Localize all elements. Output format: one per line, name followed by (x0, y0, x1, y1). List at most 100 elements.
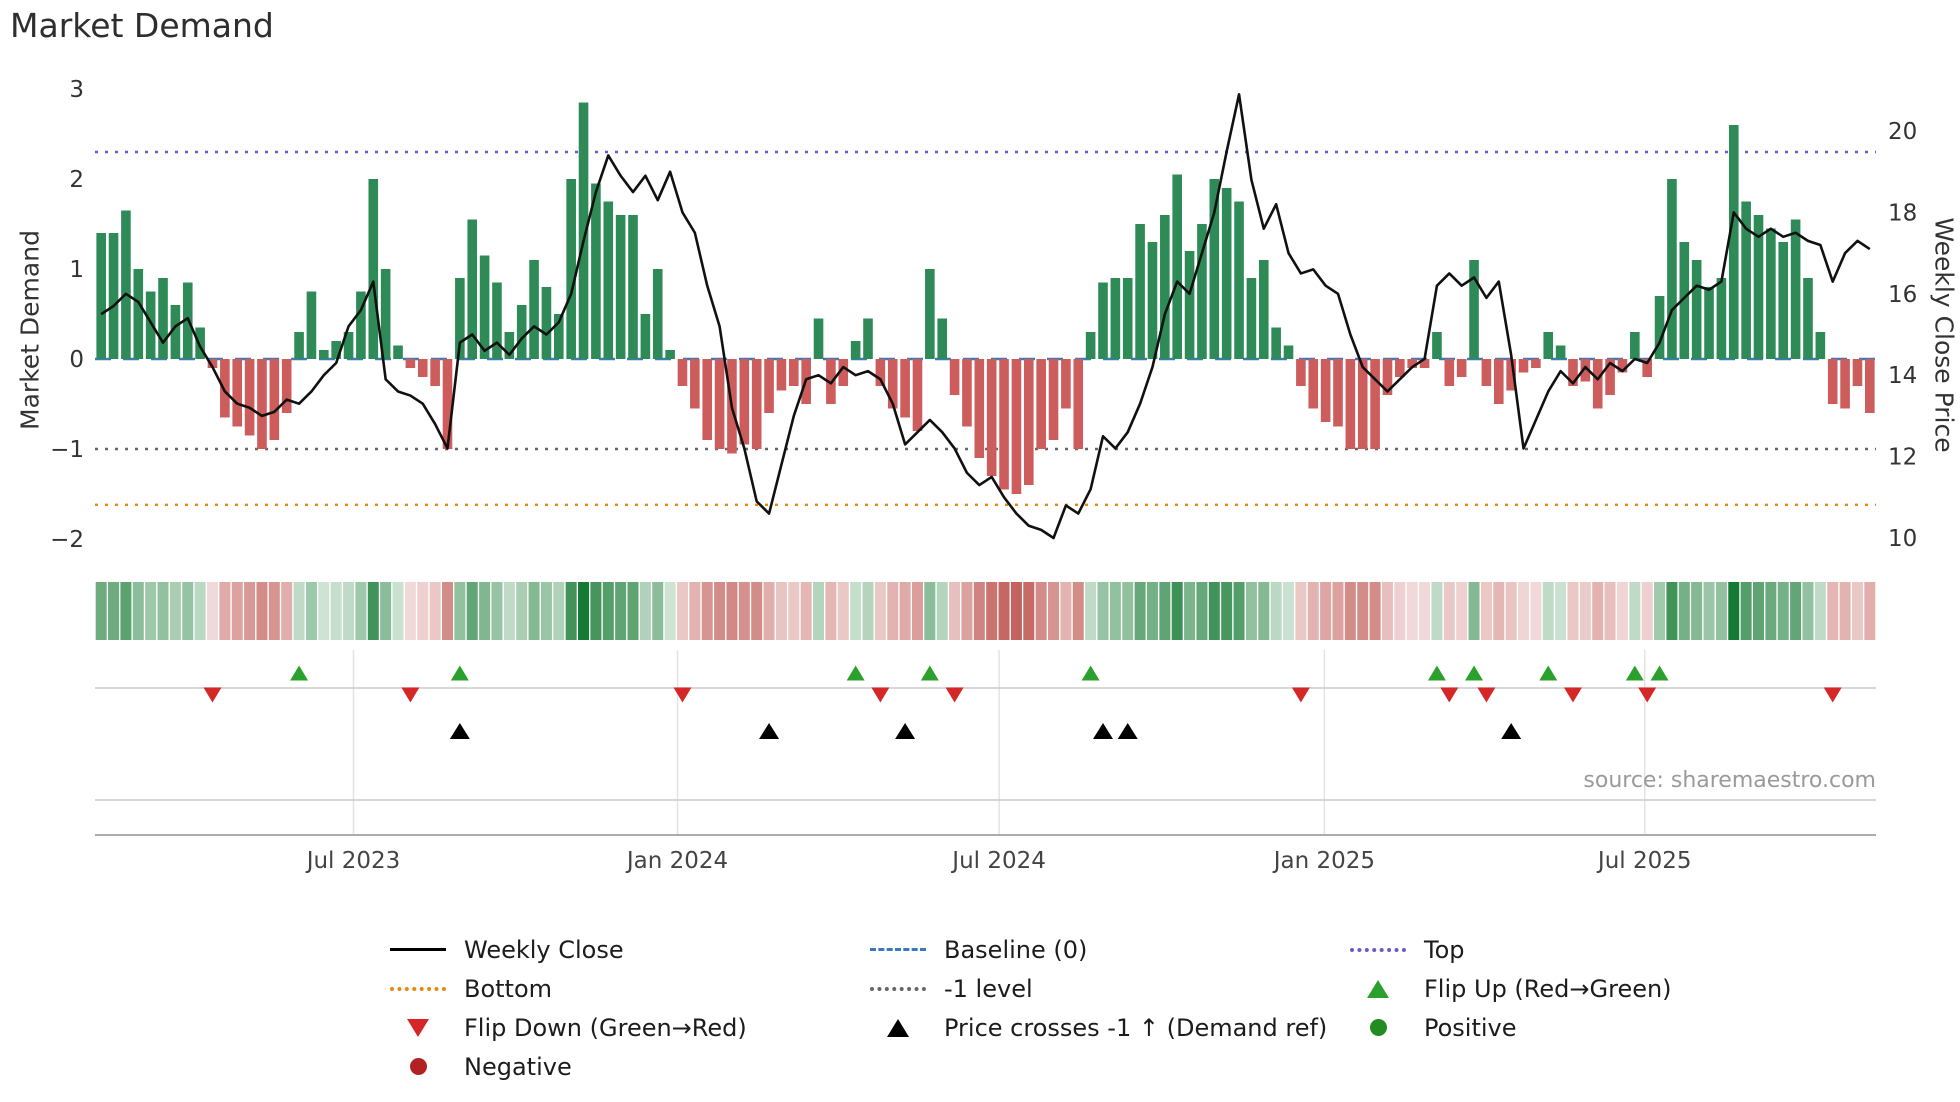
heatmap-cell (1381, 582, 1393, 640)
legend-label: Negative (464, 1052, 572, 1081)
flip-down-marker (1440, 687, 1459, 703)
demand-bar-positive (1258, 260, 1269, 359)
demand-bar-negative (1592, 359, 1603, 409)
x-axis-tick: Jul 2024 (950, 848, 1046, 874)
chart-title: Market Demand (10, 6, 274, 45)
demand-bar-negative (1481, 359, 1492, 386)
heatmap-cell (813, 582, 825, 640)
price-cross-marker (895, 723, 916, 739)
positive-swatch-icon (1348, 1019, 1408, 1036)
demand-bar-negative (714, 359, 725, 449)
demand-bar-positive (813, 318, 824, 359)
heatmap-cell (664, 582, 676, 640)
demand-bar-negative (257, 359, 267, 449)
heatmap-cell (1320, 582, 1332, 640)
flip-up-marker (920, 665, 939, 681)
demand-bar-negative (1333, 359, 1343, 427)
demand-bar-positive (1160, 215, 1170, 359)
demand-bar-positive (1197, 224, 1207, 359)
heatmap-cell (1654, 582, 1666, 640)
heatmap-cell (961, 582, 973, 640)
demand-bar-positive (1691, 260, 1702, 359)
flip-down-markers (203, 687, 1842, 703)
demand-bar-negative (974, 359, 985, 458)
demand-bar-positive (850, 341, 861, 359)
demand-bar-positive (603, 201, 614, 359)
demand-bar-negative (1061, 359, 1071, 409)
demand-bar-negative (1827, 359, 1838, 404)
demand-bar-positive (1654, 296, 1665, 359)
heatmap-cell (1715, 582, 1727, 640)
heatmap-cell (219, 582, 231, 640)
heatmap-cell (1283, 582, 1295, 640)
heatmap-cell (441, 582, 453, 640)
demand-bar-negative (281, 359, 292, 413)
demand-bar-negative (1617, 359, 1628, 373)
demand-bar-positive (529, 260, 539, 359)
flip-up-marker (1539, 665, 1558, 681)
demand-bar-positive (1209, 179, 1220, 359)
heatmap-cell (1332, 582, 1344, 640)
heatmap-cell (1616, 582, 1628, 640)
demand-bar-negative (1345, 359, 1356, 449)
flip-up-markers (290, 665, 1669, 681)
demand-bar-positive (1283, 345, 1294, 359)
heatmap-cell (1555, 582, 1567, 640)
heatmap-cell (516, 582, 528, 640)
demand-bar-negative (986, 359, 997, 476)
demand-bar-negative (900, 359, 910, 418)
demand-bar-positive (1271, 327, 1281, 359)
demand-bar-negative (1852, 359, 1863, 386)
price-cross-marker (449, 723, 470, 739)
heatmap-cell (899, 582, 911, 640)
demand-bar-negative (1370, 359, 1380, 449)
heatmap-cell (763, 582, 775, 640)
heatmap-cell (1753, 582, 1765, 640)
left-axis-tick: −1 (50, 437, 84, 463)
demand-bar-negative (838, 359, 849, 386)
demand-bar-positive (145, 291, 156, 359)
heatmap-cell (1245, 582, 1257, 640)
heatmap-cell (553, 582, 565, 640)
heatmap-cell (479, 582, 491, 640)
demand-bar-negative (912, 359, 923, 431)
heatmap-cell (1604, 582, 1616, 640)
flip-up-marker (1465, 665, 1484, 681)
demand-bar-positive (566, 179, 576, 359)
demand-bar-positive (1172, 174, 1183, 359)
demand-bar-positive (1716, 278, 1727, 359)
price-crosses-1-demand-ref-swatch (887, 1018, 909, 1037)
demand-bar-negative (1568, 359, 1578, 386)
demand-bar-positive (665, 350, 675, 359)
demand-bar-positive (1543, 332, 1554, 359)
demand-bar-positive (1432, 332, 1442, 359)
heatmap-cell (1010, 582, 1022, 640)
legend-label: Baseline (0) (944, 935, 1088, 964)
left-axis-tick: 1 (69, 257, 84, 283)
heatmap-cell (1530, 582, 1542, 640)
heatmap-cell (1431, 582, 1443, 640)
left-axis-tick: −2 (50, 527, 84, 553)
demand-bar-negative (442, 359, 453, 449)
demand-bar-positive (1778, 242, 1789, 359)
heatmap-cell (862, 582, 874, 640)
demand-bar-negative (1320, 359, 1331, 422)
heatmap-cell (1678, 582, 1690, 640)
flip-up-marker (1625, 665, 1644, 681)
heatmap-cell (639, 582, 651, 640)
demand-bar-negative (677, 359, 688, 386)
heatmap-cell (330, 582, 342, 640)
baseline-0-swatch-icon (868, 948, 928, 951)
heatmap-cell (1777, 582, 1789, 640)
heatmap-cell (194, 582, 206, 640)
heatmap-cell (305, 582, 317, 640)
demand-bar-negative (999, 359, 1009, 490)
heatmap-cell (1060, 582, 1072, 640)
heatmap-cell (1505, 582, 1517, 640)
heatmap-cell (1233, 582, 1245, 640)
demand-bar-positive (158, 278, 168, 359)
heatmap-cell (1406, 582, 1418, 640)
heatmap-cell (924, 582, 936, 640)
demand-bar-positive (343, 332, 354, 359)
heatmap-cell (1864, 582, 1876, 640)
